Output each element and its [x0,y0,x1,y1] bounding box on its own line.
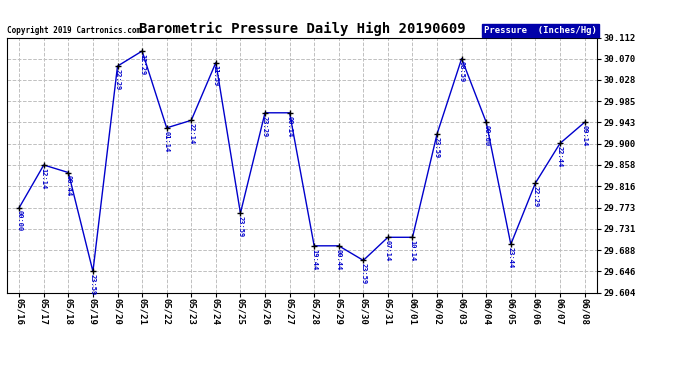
Text: 11:59: 11:59 [213,65,219,87]
Text: 22:29: 22:29 [115,69,121,90]
Text: 23:59: 23:59 [90,274,96,296]
Text: 23:29: 23:29 [262,116,268,137]
Text: 22:44: 22:44 [557,146,563,168]
Text: 10:14: 10:14 [409,240,415,261]
Text: 08:59: 08:59 [459,62,464,82]
Text: 23:59: 23:59 [237,216,244,237]
Text: Copyright 2019 Cartronics.com: Copyright 2019 Cartronics.com [7,26,141,35]
Text: 00:14: 00:14 [286,116,293,137]
Text: 00:44: 00:44 [336,249,342,270]
Text: 07:14: 07:14 [385,240,391,261]
Text: 23:59: 23:59 [434,136,440,158]
Text: 12:29: 12:29 [139,54,145,75]
Text: 12:14: 12:14 [41,168,47,189]
Text: 09:14: 09:14 [582,125,588,146]
Text: 00:44: 00:44 [66,175,71,196]
Text: 22:14: 22:14 [188,123,195,144]
Text: 01:14: 01:14 [164,130,170,152]
Text: 00:00: 00:00 [483,125,489,146]
Text: 23:44: 23:44 [508,247,514,268]
Text: 00:00: 00:00 [16,210,22,232]
Text: 19:44: 19:44 [311,249,317,270]
Text: Pressure  (Inches/Hg): Pressure (Inches/Hg) [484,26,597,35]
Title: Barometric Pressure Daily High 20190609: Barometric Pressure Daily High 20190609 [139,22,465,36]
Text: 22:29: 22:29 [533,186,538,207]
Text: 23:59: 23:59 [360,263,366,284]
